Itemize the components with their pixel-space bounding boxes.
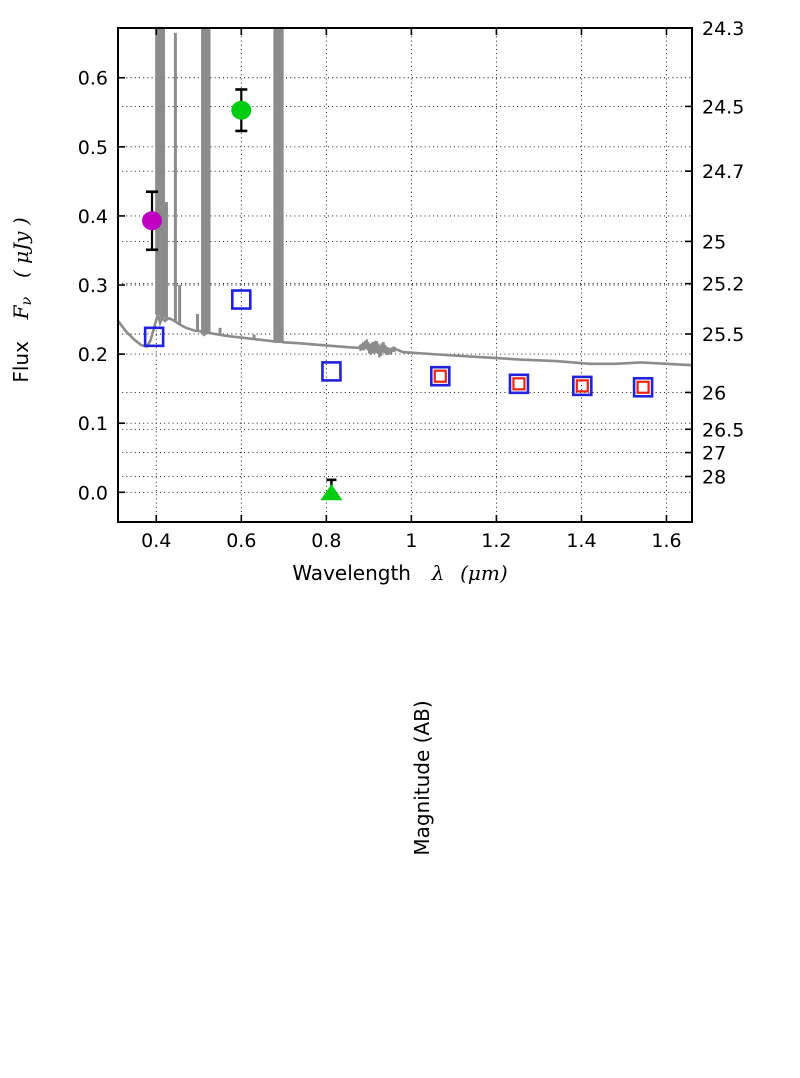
data-marker-square — [508, 373, 530, 395]
upper-limit-group — [320, 478, 343, 501]
model-photometry-red-group — [433, 369, 650, 394]
y-tick-label: 0.3 — [78, 275, 108, 297]
x-tick-label: 1.6 — [651, 530, 681, 552]
x-axis-label-unit: (μm) — [460, 561, 508, 585]
x-tick-label: 0.6 — [226, 530, 256, 552]
data-marker-square — [231, 289, 252, 310]
plot-canvas: 0.4 0.6 0.8 1 1.2 1.4 1.6 0.00.10.20.30.40.50.… — [78, 18, 745, 552]
y-axis-ticks: 0.0 0.1 0.2 0.3 0.4 0.5 0.6 — [78, 68, 125, 504]
x-tick-label: 1.4 — [566, 530, 596, 552]
data-marker-square — [632, 376, 654, 398]
x-axis-label-text: Wavelength — [292, 561, 411, 585]
x-axis-label: Wavelength λ (μm) — [0, 561, 800, 585]
y-tick-label: 0.4 — [78, 206, 108, 228]
x-tick-label: 0.8 — [311, 530, 341, 552]
emission-lines-group — [155, 28, 397, 358]
model-spectrum-group — [118, 28, 692, 367]
x-axis-label-symbol: λ — [431, 561, 445, 585]
plot-frame — [117, 27, 693, 523]
y2-tick-label: 24.7 — [702, 161, 744, 183]
model-photometry-blue-group — [143, 289, 654, 398]
data-marker-square — [433, 369, 447, 383]
y2-tick-label: 25 — [702, 231, 726, 253]
y2-tick-label: 24.5 — [702, 96, 744, 118]
y-tick-label: 0.6 — [78, 68, 108, 90]
data-marker-square — [143, 326, 165, 348]
y2-tick-label: 25.5 — [702, 324, 744, 346]
y2-tick-label: 26.5 — [702, 419, 744, 441]
x-gridlines — [155, 28, 667, 522]
x-axis-ticks: 0.4 0.6 0.8 1 1.2 1.4 1.6 — [141, 28, 682, 552]
x-tick-label: 0.4 — [141, 530, 171, 552]
x-tick-label: 1 — [405, 530, 417, 552]
data-marker-square — [321, 361, 342, 382]
observed-photometry-group — [142, 88, 252, 252]
data-marker-square — [636, 380, 650, 394]
y2-tick-label: 27 — [702, 443, 726, 465]
spectral-energy-distribution-figure: 0.4 0.6 0.8 1 1.2 1.4 1.6 0.0 0.1 0.2 0.3 0.4 0.5 0.… — [0, 18, 800, 856]
data-marker-square — [429, 365, 451, 387]
y2-tick-label: 26 — [702, 382, 726, 404]
y-tick-label: 0.5 — [78, 137, 108, 159]
y2-tick-label: 24.3 — [702, 18, 744, 40]
plot-background — [118, 28, 692, 522]
data-marker-circle — [142, 211, 163, 231]
y-tick-label: 0.0 — [78, 482, 108, 504]
y2-tick-label: 25.2 — [702, 274, 744, 296]
data-marker-circle — [231, 100, 252, 120]
y-tick-label: 0.1 — [78, 413, 108, 435]
data-marker-triangle — [320, 484, 343, 501]
y2-tick-label: 28 — [702, 466, 726, 488]
x-tick-label: 1.2 — [481, 530, 511, 552]
data-marker-square — [575, 379, 589, 393]
y2-axis-label: Magnitude (AB) — [410, 700, 434, 856]
data-marker-square — [512, 377, 526, 391]
y-tick-label: 0.2 — [78, 344, 108, 366]
data-marker-square — [572, 375, 593, 397]
